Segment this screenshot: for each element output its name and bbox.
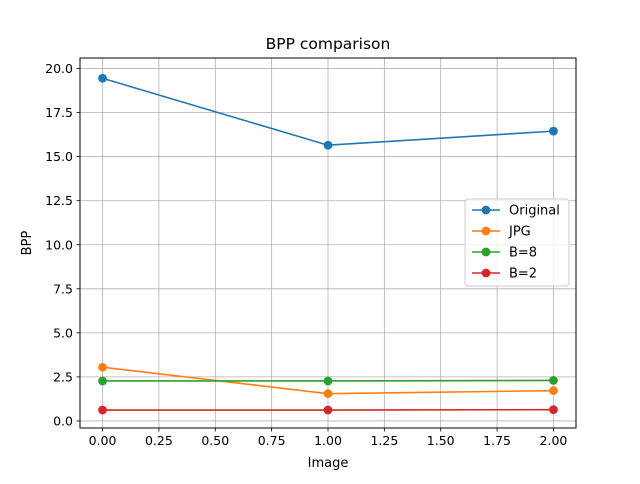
x-tick-label: 1.25 xyxy=(370,433,398,448)
x-tick-label: 0.00 xyxy=(89,433,117,448)
data-point-b-2 xyxy=(549,405,558,414)
y-tick-label: 15.0 xyxy=(45,149,73,164)
legend-label-b-8: B=8 xyxy=(509,246,537,261)
x-tick-label: 0.50 xyxy=(201,433,229,448)
data-point-b-2 xyxy=(324,406,333,415)
y-tick-label: 17.5 xyxy=(45,105,73,120)
y-tick-label: 12.5 xyxy=(45,193,73,208)
y-tick-label: 7.5 xyxy=(53,281,73,296)
data-point-jpg xyxy=(549,386,558,395)
data-point-b-2 xyxy=(98,406,107,415)
legend-label-original: Original xyxy=(509,204,560,219)
x-tick-label: 1.50 xyxy=(427,433,455,448)
data-point-jpg xyxy=(98,363,107,372)
y-axis-label: BPP xyxy=(20,231,35,256)
data-point-jpg xyxy=(324,389,333,398)
legend-marker-b-8 xyxy=(482,248,491,257)
data-point-b-8 xyxy=(324,377,333,386)
legend-marker-original xyxy=(482,206,491,215)
chart-title: BPP comparison xyxy=(266,35,391,53)
x-tick-label: 2.00 xyxy=(540,433,568,448)
x-tick-label: 1.00 xyxy=(314,433,342,448)
x-axis-label: Image xyxy=(308,456,349,471)
legend-marker-jpg xyxy=(482,227,491,236)
y-tick-label: 0.0 xyxy=(53,413,73,428)
y-tick-label: 10.0 xyxy=(45,237,73,252)
legend-label-b-2: B=2 xyxy=(509,267,537,282)
data-point-original xyxy=(324,141,333,150)
data-point-original xyxy=(98,74,107,83)
x-tick-label: 1.75 xyxy=(483,433,511,448)
legend: Original JPG B=8 B=2 xyxy=(465,199,569,286)
x-tick-label: 0.75 xyxy=(258,433,286,448)
data-point-original xyxy=(549,127,558,136)
y-tick-label: 2.5 xyxy=(53,369,73,384)
legend-label-jpg: JPG xyxy=(508,225,531,240)
legend-marker-b-2 xyxy=(482,269,491,278)
data-point-b-8 xyxy=(98,377,107,386)
x-tick-label: 0.25 xyxy=(145,433,173,448)
data-point-b-8 xyxy=(549,376,558,385)
y-tick-label: 5.0 xyxy=(53,325,73,340)
y-tick-label: 20.0 xyxy=(45,61,73,76)
